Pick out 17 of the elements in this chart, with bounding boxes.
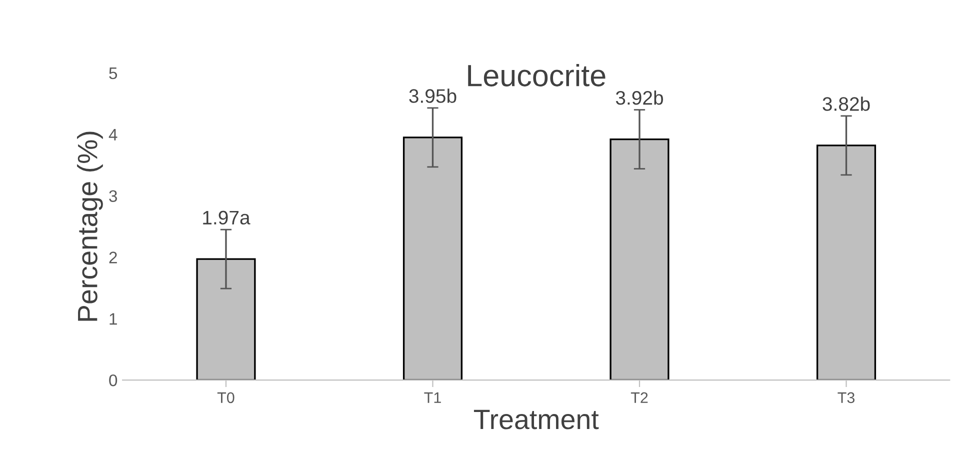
y-tick-label: 3 <box>109 190 118 202</box>
y-tick-label: 4 <box>108 128 118 140</box>
x-tick-label: T3 <box>838 392 855 404</box>
y-tick-label: 1 <box>110 313 117 325</box>
x-tick-label: T0 <box>217 392 234 404</box>
y-tick-label: 0 <box>109 374 118 386</box>
y-axis-title: Percentage (%) <box>77 132 103 321</box>
data-label: 3.95b <box>409 88 456 103</box>
data-label: 3.82b <box>822 96 870 111</box>
data-label: 1.97a <box>203 210 250 225</box>
data-label: 3.92b <box>616 90 664 105</box>
chart-title: Leucocrite <box>468 64 606 86</box>
y-tick-label: 5 <box>109 68 118 80</box>
x-tick-label: T2 <box>630 392 648 403</box>
x-tick-label: T1 <box>424 392 441 403</box>
x-axis-title: Treatment <box>474 410 599 430</box>
y-tick-label: 2 <box>109 252 117 264</box>
